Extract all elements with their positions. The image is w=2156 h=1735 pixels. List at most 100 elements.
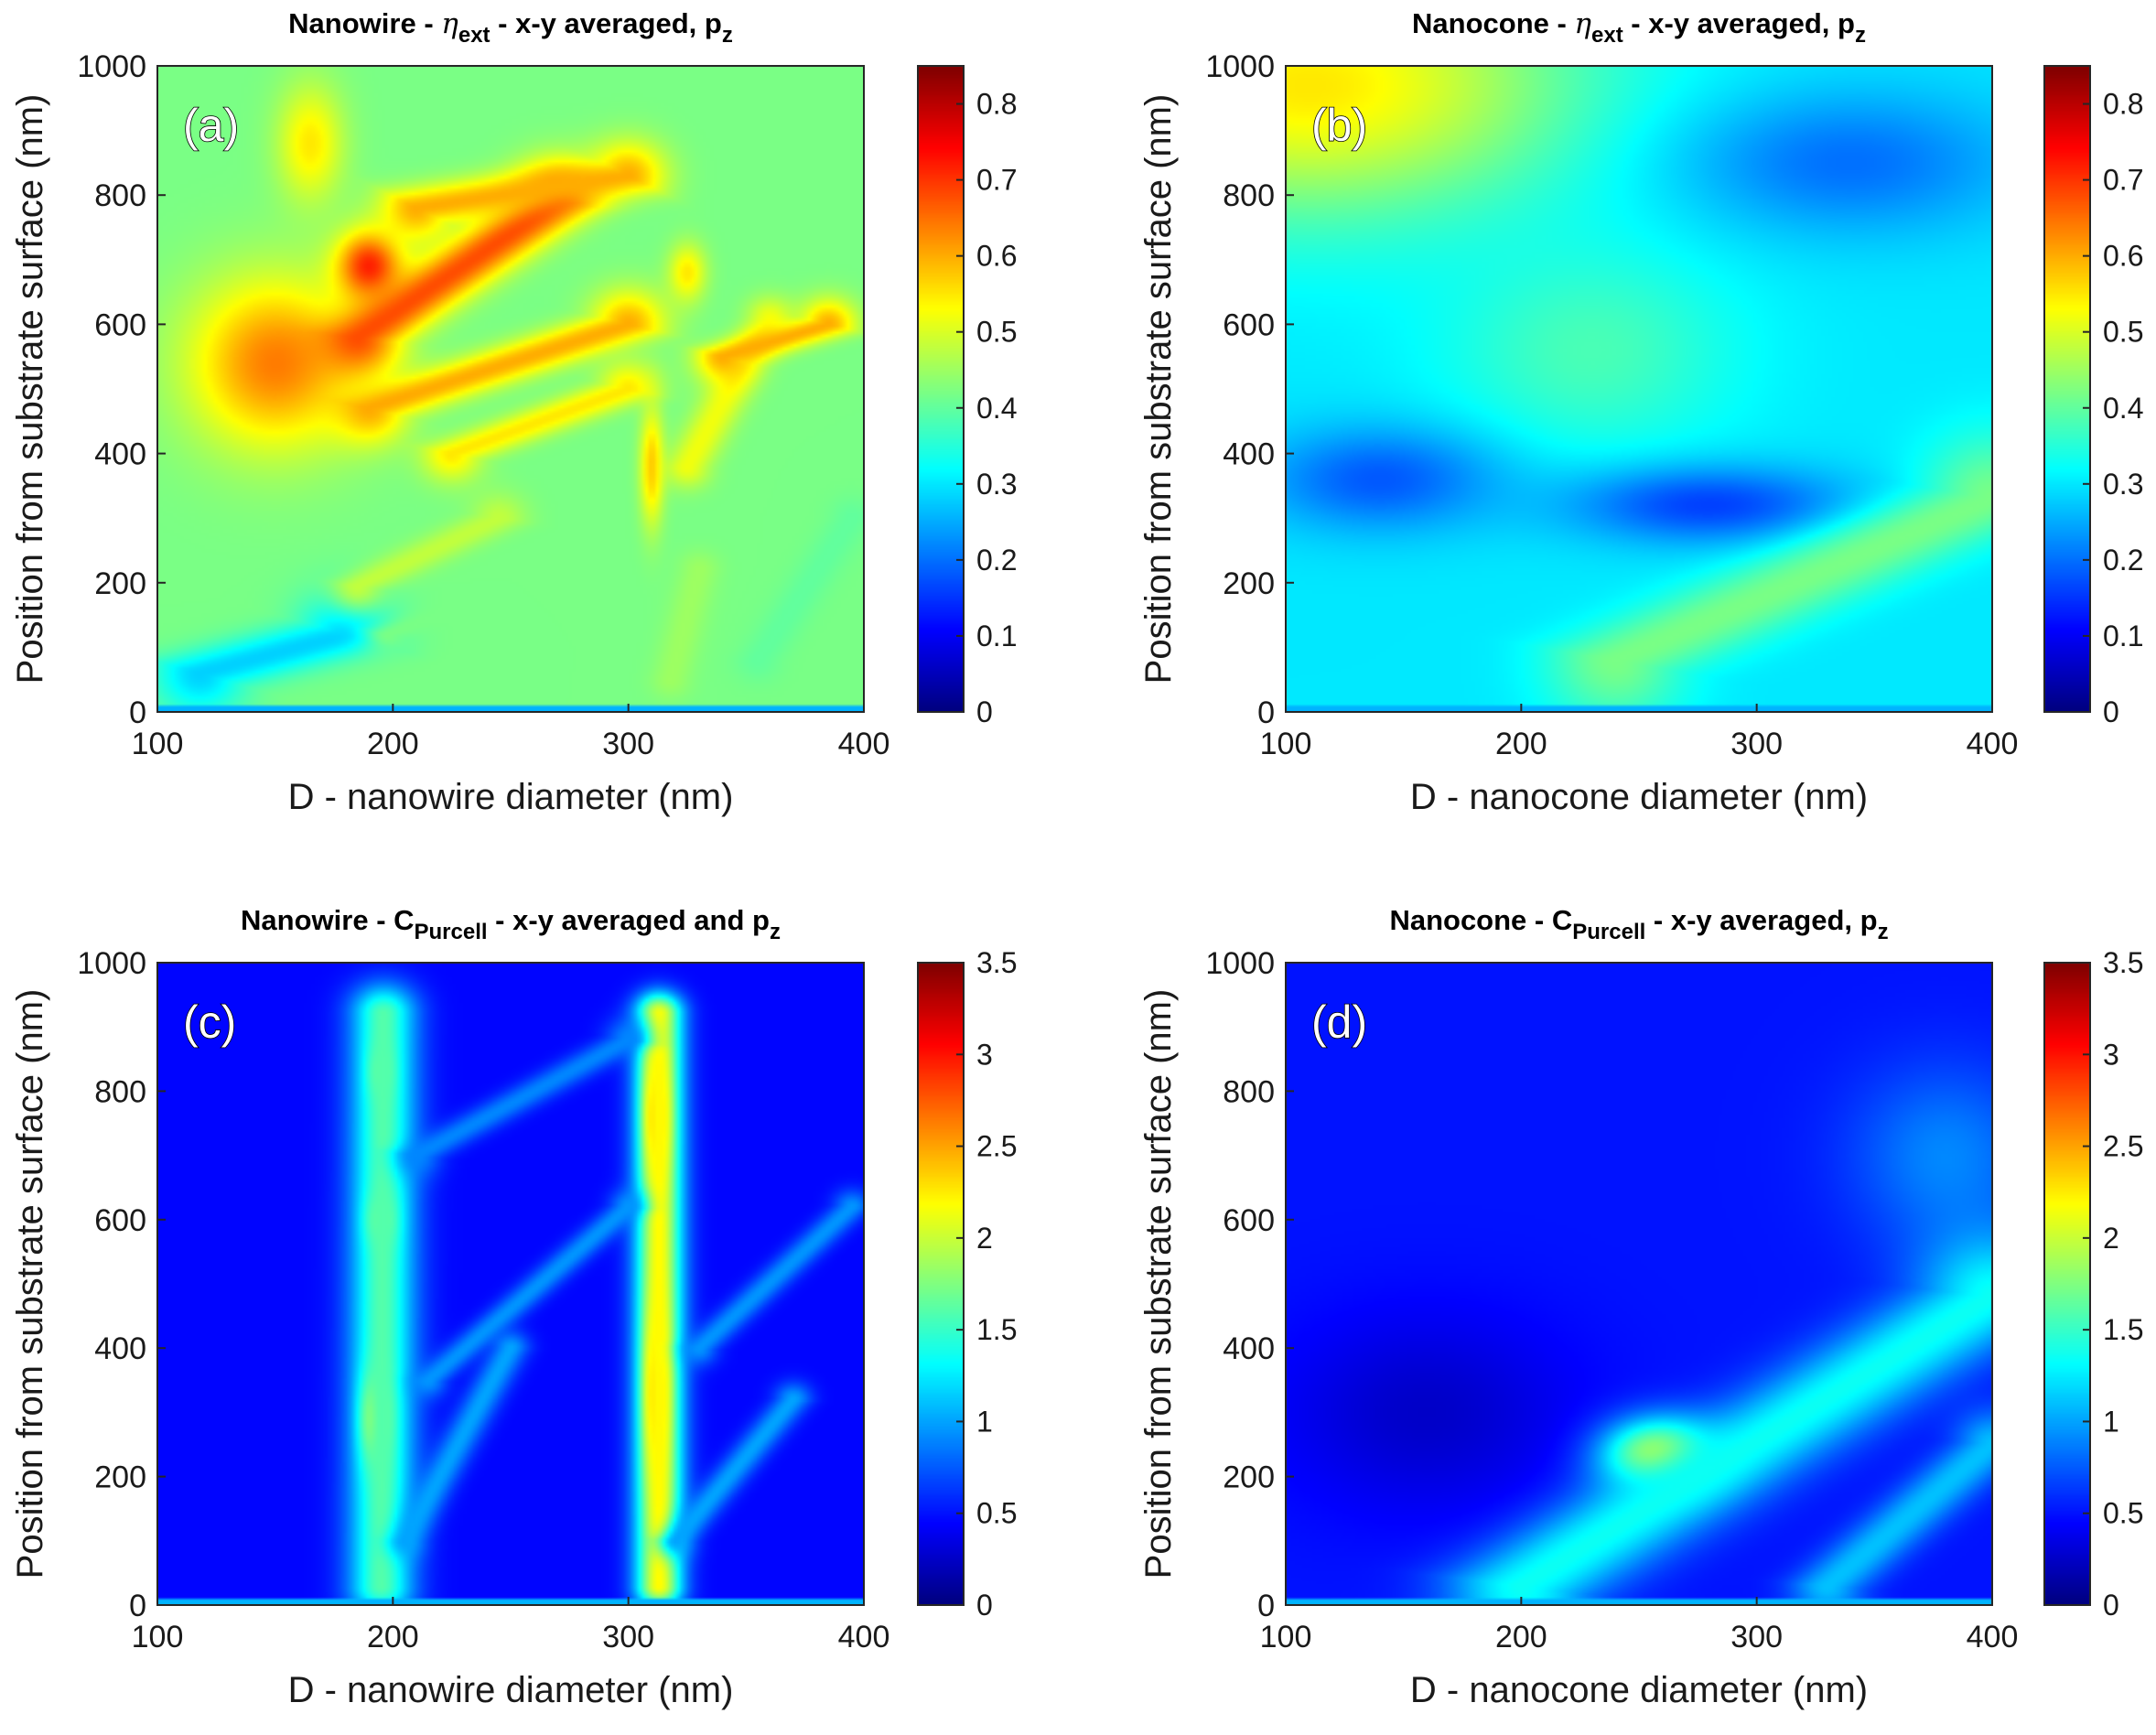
y-axis-label: Position from substrate surface (nm) bbox=[1138, 989, 1179, 1579]
x-tick-label: 400 bbox=[1967, 727, 2019, 761]
x-tick-label: 100 bbox=[132, 727, 184, 761]
title-main: Nanowire - C bbox=[241, 904, 414, 936]
colorbar bbox=[918, 66, 964, 712]
x-tick-label: 400 bbox=[1967, 1620, 2019, 1654]
colorbar-tick-label: 2.5 bbox=[976, 1130, 1017, 1163]
panel-b: (b) 100 200 300 400 0 200 400 600 800 1000 D - nano… bbox=[1138, 7, 2143, 817]
plot-frame bbox=[156, 65, 865, 713]
heatmap-image bbox=[157, 66, 864, 712]
y-tick-label: 1000 bbox=[1205, 946, 1275, 981]
colorbar-tick-label: 0.3 bbox=[976, 468, 1017, 501]
title-main: Nanocone - C bbox=[1389, 904, 1572, 936]
colorbar-tick-label: 2.5 bbox=[2103, 1130, 2143, 1163]
x-tick-label: 300 bbox=[602, 727, 654, 761]
colorbar-tick-label: 0.6 bbox=[2103, 240, 2143, 273]
colorbar-tick-label: 1.5 bbox=[2103, 1313, 2143, 1346]
colorbar-tick-label: 0.3 bbox=[2103, 468, 2143, 501]
colorbar-tick-label: 0.4 bbox=[2103, 392, 2143, 425]
plot-frame bbox=[1285, 962, 1993, 1606]
y-tick-label: 0 bbox=[1257, 1589, 1275, 1623]
chart-title: Nanocone - CPurcell - x-y averaged, pz bbox=[1389, 904, 1888, 944]
colorbar-tick-label: 3.5 bbox=[2103, 946, 2143, 979]
colorbar-tick-label: 0 bbox=[2103, 1589, 2119, 1622]
x-tick-label: 300 bbox=[1730, 727, 1783, 761]
chart-title: Nanocone - ηext - x-y averaged, pz bbox=[1412, 7, 1866, 48]
panel-label: (d) bbox=[1311, 997, 1367, 1048]
colorbar-tick-label: 0.7 bbox=[976, 164, 1017, 197]
y-tick-label: 600 bbox=[94, 1203, 146, 1238]
colorbar-frame bbox=[2043, 65, 2091, 713]
title-rest: - x-y averaged, p bbox=[1645, 904, 1877, 936]
colorbar-tick-label: 0.8 bbox=[2103, 88, 2143, 121]
y-tick-label: 600 bbox=[94, 307, 146, 342]
y-tick-label: 400 bbox=[1223, 437, 1275, 472]
title-rest-subscript: z bbox=[770, 920, 781, 944]
colorbar-tick-label: 0 bbox=[976, 1589, 993, 1622]
colorbar bbox=[918, 963, 964, 1605]
x-axis-label: D - nanowire diameter (nm) bbox=[288, 777, 734, 817]
title-rest-subscript: z bbox=[1855, 23, 1866, 48]
x-tick-label: 100 bbox=[1260, 727, 1312, 761]
colorbar-tick-label: 0.1 bbox=[2103, 620, 2143, 652]
title-main: Nanocone - bbox=[1412, 7, 1574, 39]
title-rest: - x-y averaged and p bbox=[488, 904, 770, 936]
colorbar-tick-label: 0.1 bbox=[976, 620, 1017, 652]
heatmap-image bbox=[1286, 66, 1992, 712]
plot-frame bbox=[156, 962, 865, 1606]
x-tick-label: 300 bbox=[1730, 1620, 1783, 1654]
colorbar-tick-label: 2 bbox=[976, 1222, 993, 1255]
colorbar-tick-label: 0.8 bbox=[976, 88, 1017, 121]
y-axis-label: Position from substrate surface (nm) bbox=[1138, 94, 1179, 684]
title-symbol: η bbox=[441, 7, 458, 40]
panel-d: (d) 100 200 300 400 0 200 400 600 800 1000 D - nano… bbox=[1138, 904, 2143, 1710]
y-tick-label: 200 bbox=[94, 566, 146, 601]
y-tick-label: 200 bbox=[1223, 566, 1275, 601]
x-tick-label: 200 bbox=[1495, 727, 1547, 761]
colorbar-tick-label: 0.6 bbox=[976, 240, 1017, 273]
x-tick-label: 200 bbox=[1495, 1620, 1547, 1654]
colorbar-tick-label: 0.2 bbox=[976, 544, 1017, 577]
title-symbol: η bbox=[1574, 7, 1591, 40]
colorbar-tick-label: 3 bbox=[976, 1038, 993, 1071]
y-tick-label: 800 bbox=[1223, 1074, 1275, 1109]
heatmap-image bbox=[157, 963, 864, 1605]
y-tick-label: 0 bbox=[129, 695, 146, 730]
y-tick-label: 1000 bbox=[77, 49, 146, 84]
y-tick-label: 400 bbox=[94, 437, 146, 472]
y-tick-label: 400 bbox=[94, 1331, 146, 1366]
y-tick-label: 1000 bbox=[77, 946, 146, 981]
colorbar-tick-label: 0.2 bbox=[2103, 544, 2143, 577]
heatmap-image bbox=[1286, 963, 1992, 1605]
y-tick-label: 800 bbox=[1223, 178, 1275, 213]
colorbar-tick-label: 0 bbox=[2103, 695, 2119, 728]
y-axis-label: Position from substrate surface (nm) bbox=[10, 989, 50, 1579]
colorbar-tick-label: 0.5 bbox=[2103, 316, 2143, 349]
y-axis-label: Position from substrate surface (nm) bbox=[10, 94, 50, 684]
x-tick-label: 400 bbox=[838, 1620, 890, 1654]
panel-label: (b) bbox=[1311, 100, 1367, 151]
colorbar-frame bbox=[917, 65, 965, 713]
panel-c: (c) 100 200 300 400 0 200 400 600 800 1000 D - nano… bbox=[10, 904, 1017, 1710]
x-tick-label: 100 bbox=[1260, 1620, 1312, 1654]
chart-title: Nanowire - CPurcell - x-y averaged and p… bbox=[241, 904, 781, 944]
plot-frame bbox=[1285, 65, 1993, 713]
colorbar-tick-label: 1.5 bbox=[976, 1313, 1017, 1346]
panel-a: (a) 100 200 300 400 0 200 400 600 800 1000 D - nano… bbox=[10, 7, 1017, 817]
colorbar-tick-label: 3 bbox=[2103, 1038, 2119, 1071]
title-main: Nanowire - bbox=[288, 7, 441, 39]
y-tick-label: 200 bbox=[1223, 1460, 1275, 1495]
y-tick-label: 200 bbox=[94, 1460, 146, 1495]
title-rest: - x-y averaged, p bbox=[1623, 7, 1855, 39]
y-tick-label: 600 bbox=[1223, 307, 1275, 342]
colorbar-tick-label: 3.5 bbox=[976, 946, 1017, 979]
title-rest-subscript: z bbox=[722, 23, 733, 48]
x-tick-label: 400 bbox=[838, 727, 890, 761]
x-tick-label: 300 bbox=[602, 1620, 654, 1654]
x-axis-label: D - nanowire diameter (nm) bbox=[288, 1670, 734, 1710]
title-subscript: ext bbox=[458, 23, 490, 48]
colorbar-tick-label: 0.5 bbox=[2103, 1497, 2143, 1530]
title-subscript: ext bbox=[1591, 23, 1623, 48]
colorbar-tick-label: 0 bbox=[976, 695, 993, 728]
colorbar-frame bbox=[2043, 962, 2091, 1606]
title-rest-subscript: z bbox=[1878, 920, 1889, 944]
